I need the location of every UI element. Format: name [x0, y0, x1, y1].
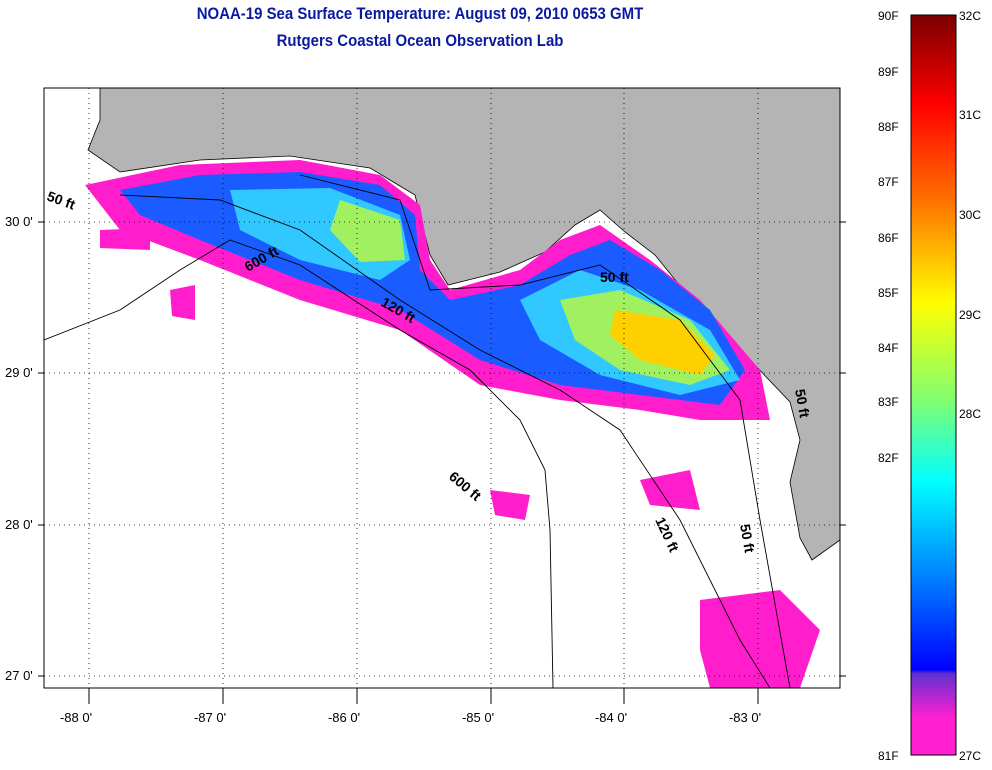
colorbar-f-label: 83F	[878, 395, 899, 409]
map-subtitle: Rutgers Coastal Ocean Observation Lab	[276, 31, 564, 50]
contour-label: 50 ft	[792, 388, 813, 419]
colorbar-f-label: 84F	[878, 341, 899, 355]
colorbar-f-label: 87F	[878, 175, 899, 189]
depth-contours	[44, 174, 791, 688]
colorbar-c-label: 31C	[959, 108, 981, 122]
colorbar-f-label: 89F	[878, 65, 899, 79]
lon-tick-label: -87 0'	[194, 710, 226, 725]
lat-tick-label: 27 0'	[5, 668, 33, 683]
sst-cold-patches	[100, 228, 820, 688]
colorbar-f-label: 82F	[878, 451, 899, 465]
colorbar-f-label: 88F	[878, 120, 899, 134]
colorbar-f-label: 85F	[878, 286, 899, 300]
map-title: NOAA-19 Sea Surface Temperature: August …	[196, 4, 644, 23]
map-frame	[43, 87, 841, 689]
contour-label: 50 ft	[737, 523, 758, 554]
colorbar-c-label: 30C	[959, 208, 981, 222]
lat-tick-label: 30 0'	[5, 214, 33, 229]
lon-tick-label: -83 0'	[729, 710, 761, 725]
colorbar-labels: 90F 89F 88F 87F 86F 85F 84F 83F 82F 81F …	[878, 9, 981, 763]
colorbar-c-label: 29C	[959, 308, 981, 322]
sst-warm-region	[610, 310, 715, 375]
land	[87, 88, 840, 561]
lon-tick-label: -84 0'	[595, 710, 627, 725]
colorbar	[910, 14, 957, 756]
colorbar-f-label: 81F	[878, 749, 899, 763]
lon-tick-label: -85 0'	[462, 710, 494, 725]
lat-tick-label: 29 0'	[5, 365, 33, 380]
colorbar-f-label: 86F	[878, 231, 899, 245]
contour-label: 50 ft	[600, 269, 629, 285]
lat-tick-label: 28 0'	[5, 517, 33, 532]
colorbar-f-label: 90F	[878, 9, 899, 23]
lon-tick-label: -86 0'	[328, 710, 360, 725]
colorbar-c-label: 28C	[959, 407, 981, 421]
colorbar-c-label: 27C	[959, 749, 981, 763]
lon-tick-label: -88 0'	[60, 710, 92, 725]
colorbar-c-label: 32C	[959, 9, 981, 23]
gridlines	[44, 88, 840, 688]
